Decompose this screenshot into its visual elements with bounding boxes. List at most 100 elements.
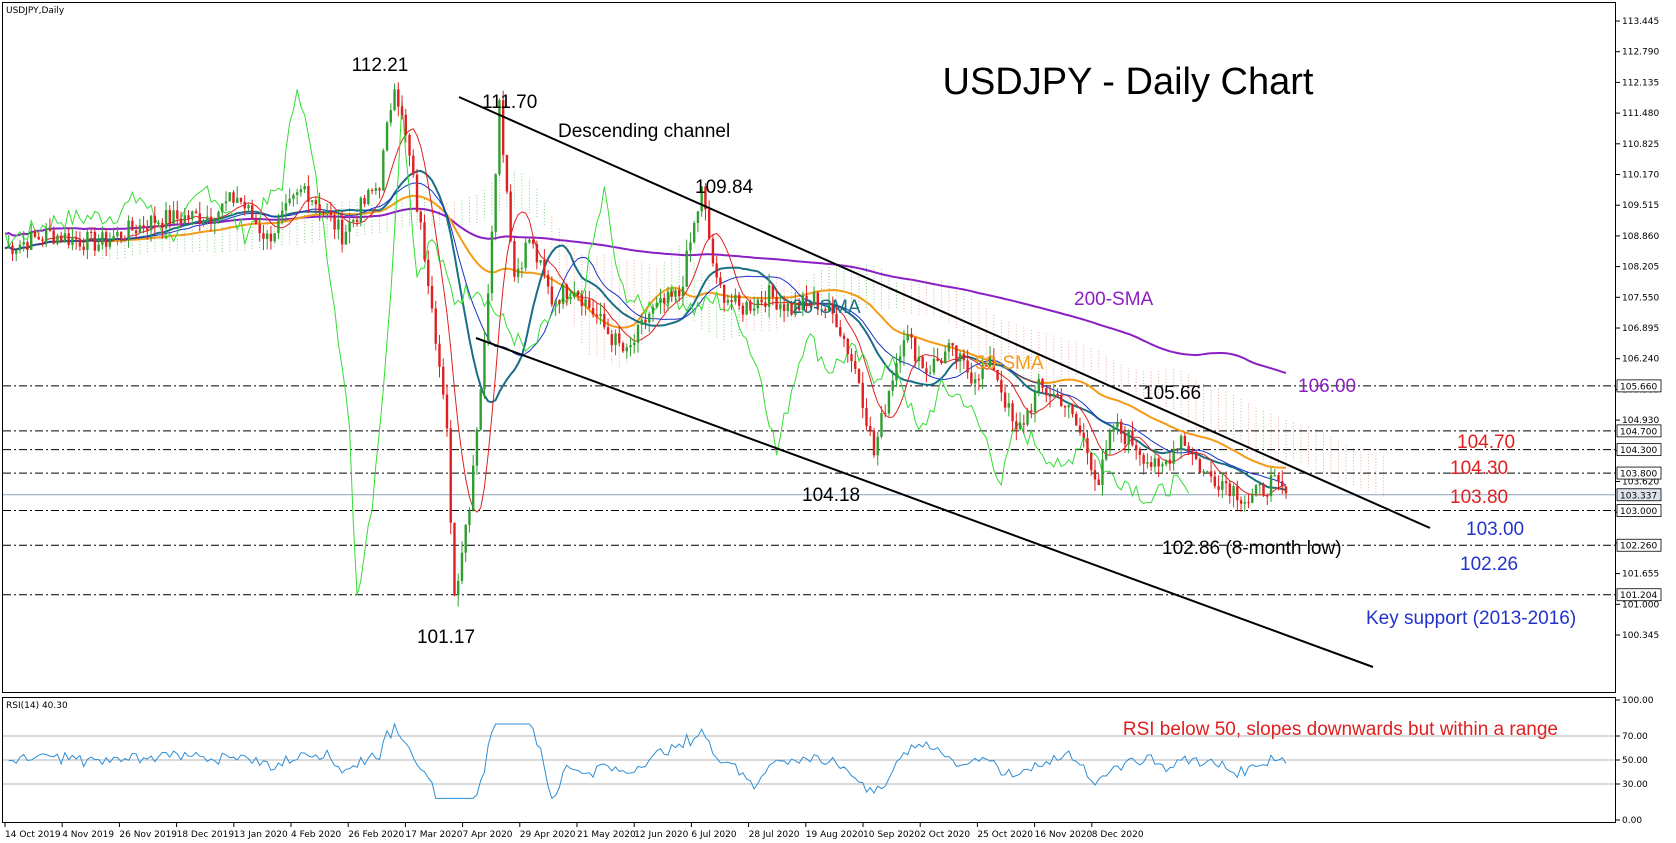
annotation-low-101-17: 101.17 <box>417 627 475 648</box>
candle-body <box>236 197 239 203</box>
price-tick-label: 111.480 <box>1622 109 1659 119</box>
price-tag-label: 103.000 <box>1620 507 1657 517</box>
candle-body <box>1105 448 1108 460</box>
date-tick-label: 6 Jul 2020 <box>691 830 736 840</box>
annotation-104-30: 104.30 <box>1450 458 1508 479</box>
candle-body <box>1127 430 1130 445</box>
price-tick-label: 107.550 <box>1622 293 1659 303</box>
date-tick-label: 14 Oct 2019 <box>5 830 61 840</box>
candle-body <box>1011 403 1014 422</box>
candle-body <box>921 356 924 369</box>
candle-body <box>194 211 198 214</box>
candle-body <box>1041 378 1044 388</box>
candle-body <box>752 308 756 311</box>
candle-body <box>977 379 981 381</box>
candle-body <box>505 154 509 192</box>
main-header: USDJPY,Daily <box>6 6 65 16</box>
candle-body <box>101 232 104 245</box>
candle-body <box>37 236 40 240</box>
candle-body <box>370 190 374 192</box>
candle-body <box>1258 483 1261 486</box>
candle-body <box>288 198 291 204</box>
candle-body <box>842 335 846 340</box>
candle-body <box>771 285 775 297</box>
date-tick-label: 13 Jan 2020 <box>234 830 288 840</box>
candle-body <box>1003 392 1007 408</box>
candle-body <box>1067 405 1070 408</box>
price-tag-box <box>1616 538 1662 552</box>
candle-body <box>764 302 767 307</box>
candle-body <box>157 222 160 224</box>
candle-body <box>618 333 621 344</box>
sma50-line <box>4 194 1287 469</box>
candle-body <box>198 213 201 224</box>
date-tick-label: 4 Nov 2019 <box>62 830 114 840</box>
date-tick-label: 12 Jun 2020 <box>634 830 688 840</box>
candle-body <box>258 224 261 234</box>
candle-body <box>348 221 351 232</box>
candle-body <box>382 150 385 191</box>
candle-body <box>303 186 306 190</box>
rsi-tick-label: 0.00 <box>1622 816 1642 826</box>
candle-body <box>457 580 460 596</box>
candle-body <box>501 100 505 155</box>
candle-body <box>269 233 273 242</box>
candle-body <box>543 260 546 275</box>
candle-body <box>202 221 205 224</box>
candle-body <box>419 211 422 223</box>
candle-body <box>224 201 228 204</box>
channel-lower-line <box>475 337 1374 668</box>
candle-body <box>775 296 778 310</box>
candle-body <box>565 284 569 300</box>
candle-body <box>460 552 464 581</box>
candle-body <box>1078 425 1082 433</box>
candle-body <box>1131 430 1134 446</box>
annotation-106-00: 106.00 <box>1298 376 1356 397</box>
candle-body <box>206 216 209 222</box>
price-tag-box <box>1616 443 1662 457</box>
candle-body <box>854 361 857 369</box>
candle-body <box>277 217 280 234</box>
candle-body <box>63 233 67 242</box>
candle-body <box>794 302 797 315</box>
candle-body <box>528 239 531 243</box>
price-tick-label: 101.655 <box>1622 570 1659 580</box>
candle-body <box>943 351 947 364</box>
candle-body <box>86 231 89 251</box>
candle-body <box>262 233 265 239</box>
candle-body <box>1198 459 1202 473</box>
candle-body <box>333 214 336 230</box>
candle-body <box>442 366 445 395</box>
candle-body <box>958 353 962 362</box>
annotation-103-00: 103.00 <box>1466 519 1524 540</box>
candle-body <box>1213 476 1217 487</box>
candle-body <box>404 114 407 135</box>
candle-body <box>659 297 662 303</box>
candle-body <box>1262 483 1265 496</box>
candle-body <box>1206 471 1209 473</box>
candle-body <box>887 390 891 414</box>
candle-body <box>992 357 996 370</box>
candle-body <box>483 340 486 390</box>
candle-body <box>591 307 595 315</box>
candle-body <box>179 218 183 224</box>
candle-body <box>1075 414 1078 426</box>
price-tag-label: 101.204 <box>1620 591 1657 601</box>
price-candles <box>7 82 1288 607</box>
candle-body <box>453 522 456 596</box>
candle-body <box>355 219 359 223</box>
candle-body <box>389 110 392 123</box>
candle-body <box>363 197 366 205</box>
candle-body <box>449 428 452 523</box>
date-tick-label: 16 Nov 2020 <box>1035 830 1093 840</box>
candle-body <box>434 308 437 344</box>
candle-body <box>895 362 898 381</box>
candle-body <box>902 340 906 357</box>
rsi-tick-label: 30.00 <box>1622 780 1648 790</box>
candle-body <box>704 186 707 210</box>
candle-body <box>490 231 494 294</box>
candle-body <box>1149 462 1153 467</box>
annotation-20-sma: 20-SMA <box>792 297 861 318</box>
candle-body <box>146 228 149 231</box>
